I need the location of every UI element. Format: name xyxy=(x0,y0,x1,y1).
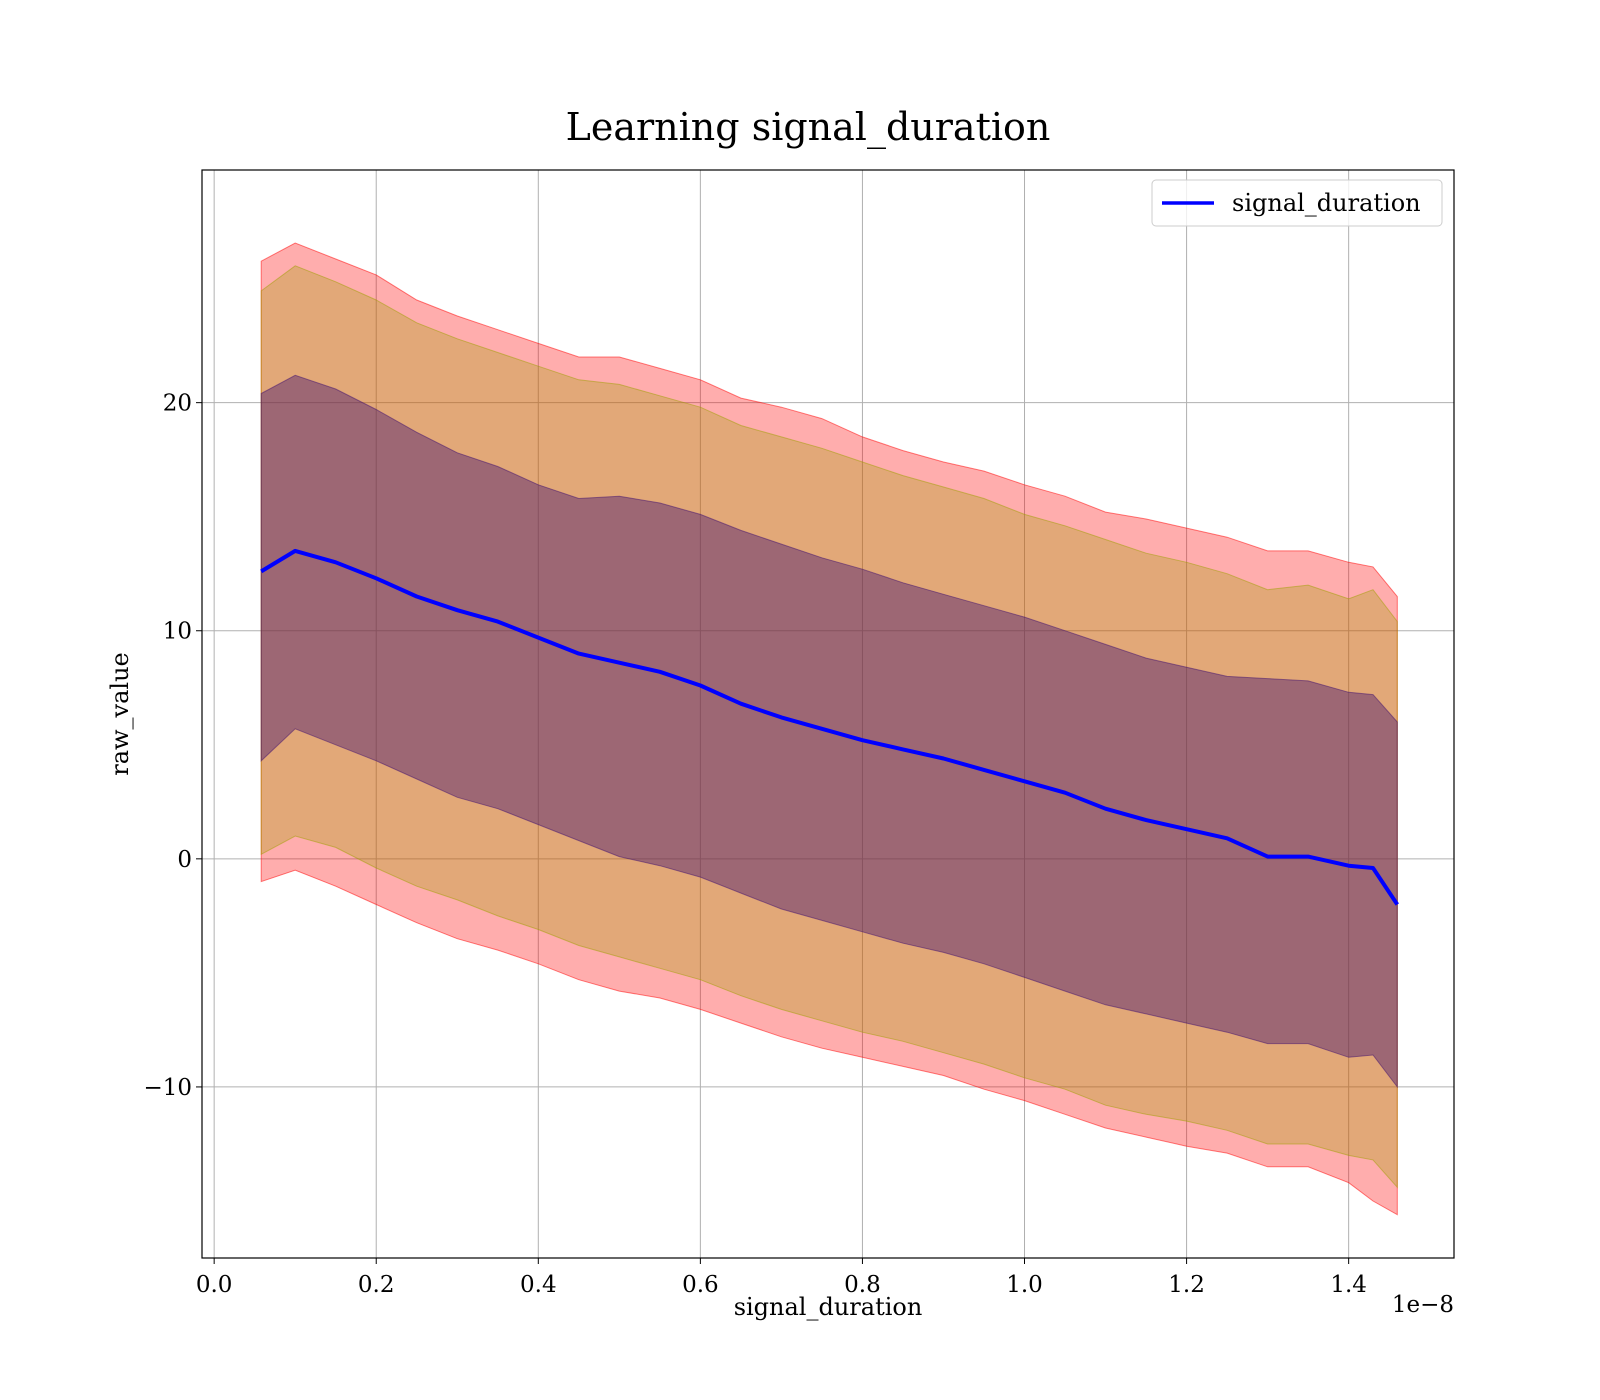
x-axis-label: signal_duration xyxy=(734,1293,923,1321)
x-tick-label: 0.2 xyxy=(358,1272,395,1298)
y-tick-label: 0 xyxy=(177,847,192,873)
plot-frame xyxy=(201,169,1455,1259)
legend: signal_duration xyxy=(1151,179,1443,227)
y-axis-label: raw_value xyxy=(106,652,134,776)
plot-area xyxy=(201,169,1455,1259)
x-axis-ticks: 0.0 0.2 0.4 0.6 0.8 1.0 1.2 1.4 xyxy=(196,1258,1367,1298)
x-tick-label: 0.8 xyxy=(844,1272,881,1298)
x-axis-offset-label: 1e−8 xyxy=(1392,1292,1454,1318)
x-tick-label: 0.4 xyxy=(520,1272,557,1298)
chart-title: Learning signal_duration xyxy=(566,105,1051,150)
x-tick-label: 0.6 xyxy=(682,1272,719,1298)
y-tick-label: 20 xyxy=(163,391,192,417)
x-tick-label: 0.0 xyxy=(196,1272,233,1298)
band-middle xyxy=(260,265,1398,1189)
y-axis-ticks: −10 0 10 20 xyxy=(143,391,202,1101)
y-tick-label: −10 xyxy=(143,1075,192,1101)
y-tick-label: 10 xyxy=(163,619,192,645)
plot-background xyxy=(202,170,1454,1258)
x-tick-label: 1.0 xyxy=(1006,1272,1043,1298)
legend-label: signal_duration xyxy=(1232,189,1421,217)
series-lines xyxy=(260,548,1399,906)
grid xyxy=(202,170,1454,1258)
series-line-signal_duration xyxy=(260,548,1399,906)
x-tick-label: 1.2 xyxy=(1168,1272,1205,1298)
x-tick-label: 1.4 xyxy=(1330,1272,1367,1298)
legend-box xyxy=(1151,179,1443,227)
